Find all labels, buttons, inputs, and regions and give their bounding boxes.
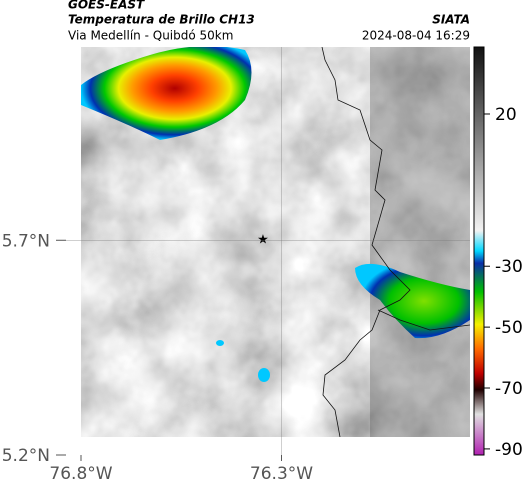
border [377,309,470,331]
colorbar-tick-label: -90 [495,440,523,460]
x-tick-label: 76.3°W [250,464,313,484]
colorbar-tick-label: -70 [495,379,523,399]
title: Temperatura de Brillo CH13 [68,13,255,27]
dark-region [370,47,470,437]
location-marker: ★ [257,233,269,248]
small-cell [258,368,270,382]
y-tick-label: 5.7°N [2,231,50,251]
datetime: 2024-08-04 16:29 [362,29,470,43]
storm-cell [355,263,470,339]
storm-cell [81,47,252,140]
y-tick-label: 5.2°N [2,446,50,466]
x-tick-label: 76.8°W [49,464,112,484]
colorbar-tick-label: -50 [495,318,523,338]
imagery [81,47,470,437]
subtitle: Via Medellín - Quibdó 50km [68,29,233,43]
colorbar-tick-label: 20 [495,105,517,125]
border [321,47,411,437]
small-cell [216,340,224,346]
source: SIATA [432,13,470,27]
colorbar [473,46,485,456]
colorbar-tick-label: -30 [495,257,523,277]
satellite: GOES-EAST [68,0,145,12]
